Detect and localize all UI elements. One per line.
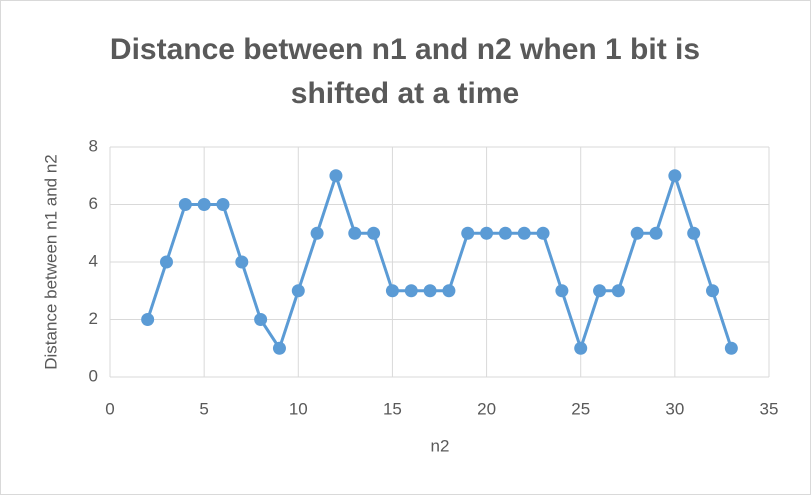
data-point — [367, 226, 381, 240]
data-point — [404, 284, 418, 298]
data-point — [329, 169, 343, 183]
data-point — [593, 284, 607, 298]
data-point — [706, 284, 720, 298]
data-point — [423, 284, 437, 298]
data-point — [649, 226, 663, 240]
data-point — [668, 169, 682, 183]
x-axis-label: n2 — [431, 436, 450, 455]
y-tick-label: 2 — [89, 309, 98, 328]
y-tick-label: 6 — [89, 194, 98, 213]
y-tick-label: 8 — [89, 136, 98, 155]
data-point — [178, 198, 192, 211]
x-tick-label: 10 — [289, 399, 308, 418]
y-tick-label: 4 — [89, 251, 98, 270]
data-point — [235, 255, 249, 269]
data-point — [724, 341, 738, 355]
data-point — [254, 313, 268, 326]
x-tick-label: 0 — [105, 399, 114, 418]
data-point — [442, 284, 456, 298]
x-tick-label: 20 — [477, 399, 496, 418]
data-point — [310, 226, 324, 240]
data-point — [461, 226, 475, 240]
data-point — [480, 226, 494, 240]
x-tick-label: 5 — [199, 399, 208, 418]
x-tick-label: 30 — [665, 399, 684, 418]
data-point — [611, 284, 625, 298]
x-tick-label: 35 — [760, 399, 779, 418]
y-axis-label: Distance between n1 and n2 — [41, 154, 60, 370]
chart-title: Distance between n1 and n2 when 1 bit is… — [109, 33, 701, 110]
data-point — [216, 198, 230, 211]
data-point — [291, 284, 305, 298]
series-line — [146, 174, 733, 350]
y-tick-label: 0 — [89, 366, 98, 385]
data-point — [630, 226, 644, 240]
data-point — [272, 341, 286, 355]
data-point — [517, 226, 531, 240]
x-tick-label: 25 — [571, 399, 590, 418]
data-point — [348, 226, 362, 240]
data-point — [536, 226, 550, 240]
data-point — [687, 226, 701, 240]
data-point — [197, 198, 211, 211]
data-point — [498, 226, 512, 240]
data-point — [385, 284, 399, 298]
data-point — [159, 255, 173, 269]
x-tick-label: 15 — [383, 399, 402, 418]
data-point — [555, 284, 569, 298]
data-point — [574, 341, 588, 355]
data-point — [141, 313, 155, 326]
